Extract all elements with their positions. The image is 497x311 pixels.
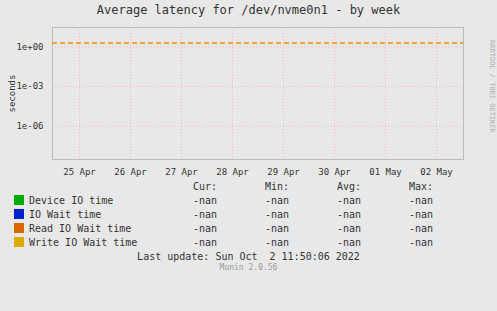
html-text:-nan: -nan (409, 236, 433, 248)
svg-text:1e+00: 1e+00 (16, 42, 43, 52)
html-text:-nan: -nan (193, 208, 217, 220)
html-text:-nan: -nan (409, 194, 433, 206)
svg-text:25 Apr: 25 Apr (63, 167, 96, 177)
html-text:Avg:: Avg: (337, 180, 361, 192)
html-text:-nan: -nan (337, 194, 361, 206)
html-text:-nan: -nan (337, 236, 361, 248)
html-text:-nan: -nan (193, 222, 217, 234)
html-text:-nan: -nan (337, 208, 361, 220)
svg-text:seconds: seconds (7, 75, 17, 113)
svg-text:26 Apr: 26 Apr (114, 167, 147, 177)
html-text:-nan: -nan (337, 222, 361, 234)
html-text:Device IO time: Device IO time (29, 194, 114, 206)
html-text:-nan: -nan (265, 194, 289, 206)
html-text:-nan: -nan (265, 236, 289, 248)
svg-text:30 Apr: 30 Apr (318, 167, 351, 177)
html-text:IO Wait time: IO Wait time (29, 208, 102, 220)
html-text:Read IO Wait time: Read IO Wait time (29, 222, 132, 234)
svg-text:1e-03: 1e-03 (16, 81, 43, 91)
html-text:-nan: -nan (193, 236, 217, 248)
html-text:Write IO Wait time: Write IO Wait time (29, 236, 138, 248)
svg-text:29 Apr: 29 Apr (267, 167, 300, 177)
html-text:RRDTOOL / TOBI OETIKER: RRDTOOL / TOBI OETIKER (488, 40, 496, 133)
html-text:-nan: -nan (265, 222, 289, 234)
svg-text:27 Apr: 27 Apr (165, 167, 198, 177)
svg-text:01 May: 01 May (369, 167, 402, 177)
html-text:-nan: -nan (409, 222, 433, 234)
html-text:Average latency for /dev/nvme0: Average latency for /dev/nvme0n1 - by we… (96, 3, 401, 17)
html-text:Max:: Max: (409, 180, 433, 192)
html-text:-nan: -nan (409, 208, 433, 220)
svg-text:02 May: 02 May (420, 167, 453, 177)
html-text:Min:: Min: (265, 180, 289, 192)
html-text:-nan: -nan (193, 194, 217, 206)
html-text:Munin 2.0.56: Munin 2.0.56 (219, 263, 278, 272)
html-text:-nan: -nan (265, 208, 289, 220)
html-text:Cur:: Cur: (193, 180, 217, 192)
svg-text:1e-06: 1e-06 (16, 121, 43, 131)
svg-text:28 Apr: 28 Apr (216, 167, 249, 177)
html-text:Last update: Sun Oct 2 11:50:0: Last update: Sun Oct 2 11:50:06 2022 (137, 251, 360, 262)
